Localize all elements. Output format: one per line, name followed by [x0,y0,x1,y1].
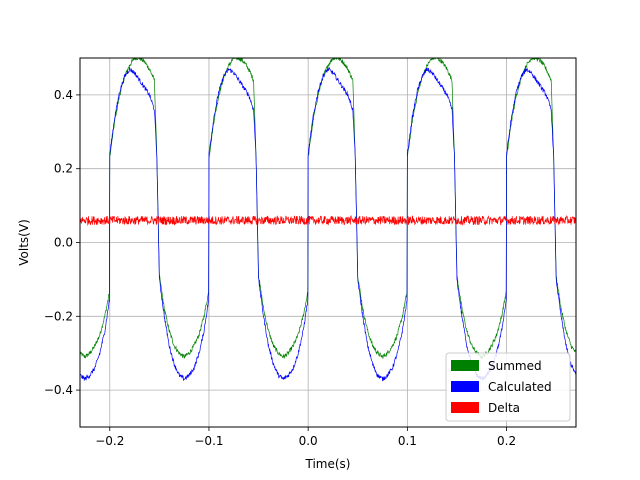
y-axis-title: Volts(V) [17,219,31,265]
y-tick-label: 0.0 [54,236,73,250]
legend-label-summed: Summed [488,359,542,373]
grid [80,58,576,427]
x-tick-label: −0.2 [95,434,124,448]
legend-swatch-calculated [451,381,479,392]
x-tick-label: 0.0 [299,434,318,448]
legend: Summed Calculated Delta [445,352,571,422]
legend-label-delta: Delta [488,401,520,415]
legend-label-calculated: Calculated [488,380,552,394]
y-tick-label: 0.4 [54,88,73,102]
y-tick-label: 0.2 [54,162,73,176]
x-axis: −0.2 −0.1 0.0 0.1 0.2 [95,427,516,448]
x-tick-label: 0.1 [398,434,417,448]
legend-swatch-summed [451,360,479,371]
series-line-delta [80,214,576,227]
legend-swatch-delta [451,402,479,413]
y-tick-label: −0.4 [44,383,73,397]
x-tick-label: 0.2 [497,434,516,448]
y-tick-label: −0.2 [44,309,73,323]
x-axis-title: Time(s) [305,457,351,471]
y-axis: −0.4 −0.2 0.0 0.2 0.4 [44,88,80,397]
x-tick-label: −0.1 [194,434,223,448]
